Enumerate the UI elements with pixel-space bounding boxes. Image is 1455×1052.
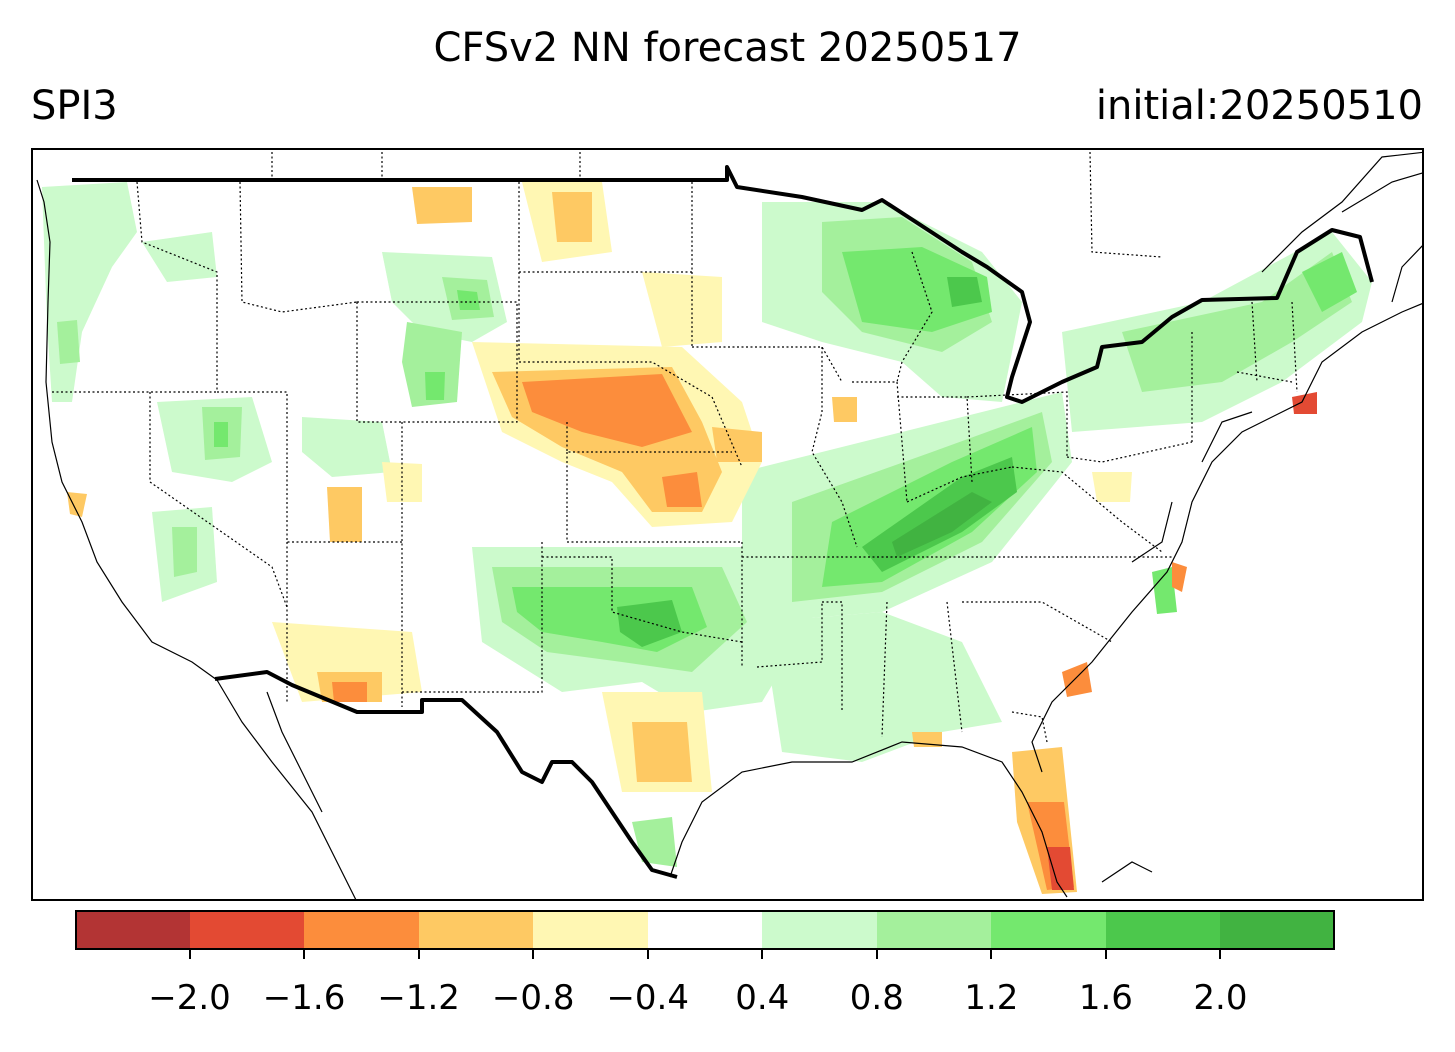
green-patch-montana-core: [457, 290, 480, 310]
dry-patch-montana-north: [412, 187, 472, 224]
colorbar-tick: [875, 950, 878, 959]
green-patch-maine: [1302, 252, 1357, 312]
green-patch-utah: [302, 417, 392, 477]
colorbar-segment: [75, 910, 191, 950]
dry-patch-utah-south: [327, 487, 362, 542]
map-panel: [31, 148, 1424, 901]
colorbar-tick-label: −1.2: [377, 978, 460, 1018]
initial-date-label: initial:20250510: [1095, 83, 1423, 129]
colorbar-tick-label: 2.0: [1193, 978, 1248, 1018]
dry-patch-nc-coast: [1172, 562, 1187, 592]
green-patch-montana: [382, 252, 507, 342]
dry-patch-north-dakota-core: [552, 192, 592, 242]
colorbar-segment: [304, 910, 420, 950]
colorbar-tick: [1219, 950, 1222, 959]
green-patch-wyoming-core: [425, 372, 445, 400]
colorbar-tick-label: 1.6: [1078, 978, 1133, 1018]
colorbar-tick: [532, 950, 535, 959]
green-patch-southeast: [762, 612, 1002, 762]
colorbar-tick: [1104, 950, 1107, 959]
colorbar: [75, 910, 1336, 950]
colorbar-segment: [189, 910, 305, 950]
green-patch-calif-core: [172, 527, 197, 577]
colorbar-tick-label: 0.4: [735, 978, 790, 1018]
colorbar-tick-label: 0.8: [849, 978, 904, 1018]
variable-label: SPI3: [31, 83, 118, 129]
dry-patch-plains-inner: [522, 374, 692, 447]
map-canvas: [36, 151, 1422, 899]
green-patch-northeast-mid: [1122, 252, 1352, 392]
green-patch-lake-core: [947, 277, 982, 307]
colorbar-tick: [761, 950, 764, 959]
colorbar-tick: [417, 950, 420, 959]
dry-patch-arizona: [272, 622, 422, 702]
green-patch-nc-coast: [1152, 567, 1177, 614]
dry-patch-michigan: [832, 397, 857, 422]
colorbar-segment: [1105, 910, 1221, 950]
green-patch-pnw-inner: [57, 320, 80, 364]
green-patch-wyoming: [402, 322, 462, 407]
colorbar-tick: [646, 950, 649, 959]
colorbar-segment: [647, 910, 763, 950]
dry-patch-iowa: [712, 427, 762, 462]
colorbar-tick-label: −2.0: [148, 978, 231, 1018]
colorbar-tick-label: −0.4: [606, 978, 689, 1018]
green-patch-south-texas: [632, 817, 677, 867]
green-patch-nevada-dot: [214, 422, 228, 447]
dry-patch-ne-sd: [642, 272, 722, 347]
colorbar-segment: [876, 910, 992, 950]
dry-patch-calif-coast: [67, 492, 87, 517]
colorbar-segment: [762, 910, 878, 950]
national-border: [72, 165, 1374, 879]
dry-patch-arizona-core: [332, 682, 367, 702]
dry-patch-west-texas-core: [632, 722, 692, 782]
dry-patch-kansas: [662, 472, 702, 507]
dry-patch-florida-core: [1047, 847, 1074, 890]
dry-patch-cape-cod: [1292, 392, 1317, 414]
dry-patch-virginia: [1092, 472, 1132, 502]
colorbar-tick: [303, 950, 306, 959]
colorbar-segment: [991, 910, 1107, 950]
colorbar-segment: [533, 910, 649, 950]
green-patch-pnw: [42, 182, 137, 402]
dry-patch-sc-coast: [1062, 662, 1092, 697]
green-patch-kentucky-deep: [892, 492, 992, 557]
colorbar-tick: [188, 950, 191, 959]
green-patch-great-lakes-inner: [842, 247, 992, 332]
map-title: CFSv2 NN forecast 20250517: [433, 25, 1022, 71]
colorbar-segment: [1220, 910, 1336, 950]
colorbar-tick-label: 1.2: [964, 978, 1019, 1018]
colorbar-segment: [418, 910, 534, 950]
dry-anomaly-layer: [67, 182, 1317, 894]
colorbar-tick-label: −0.8: [491, 978, 575, 1018]
coastlines: [36, 151, 1422, 899]
green-patch-oklahoma-core: [617, 600, 682, 647]
colorbar-tick: [990, 950, 993, 959]
colorbar-tick-label: −1.6: [262, 978, 346, 1018]
state-boundaries: [52, 151, 1298, 743]
